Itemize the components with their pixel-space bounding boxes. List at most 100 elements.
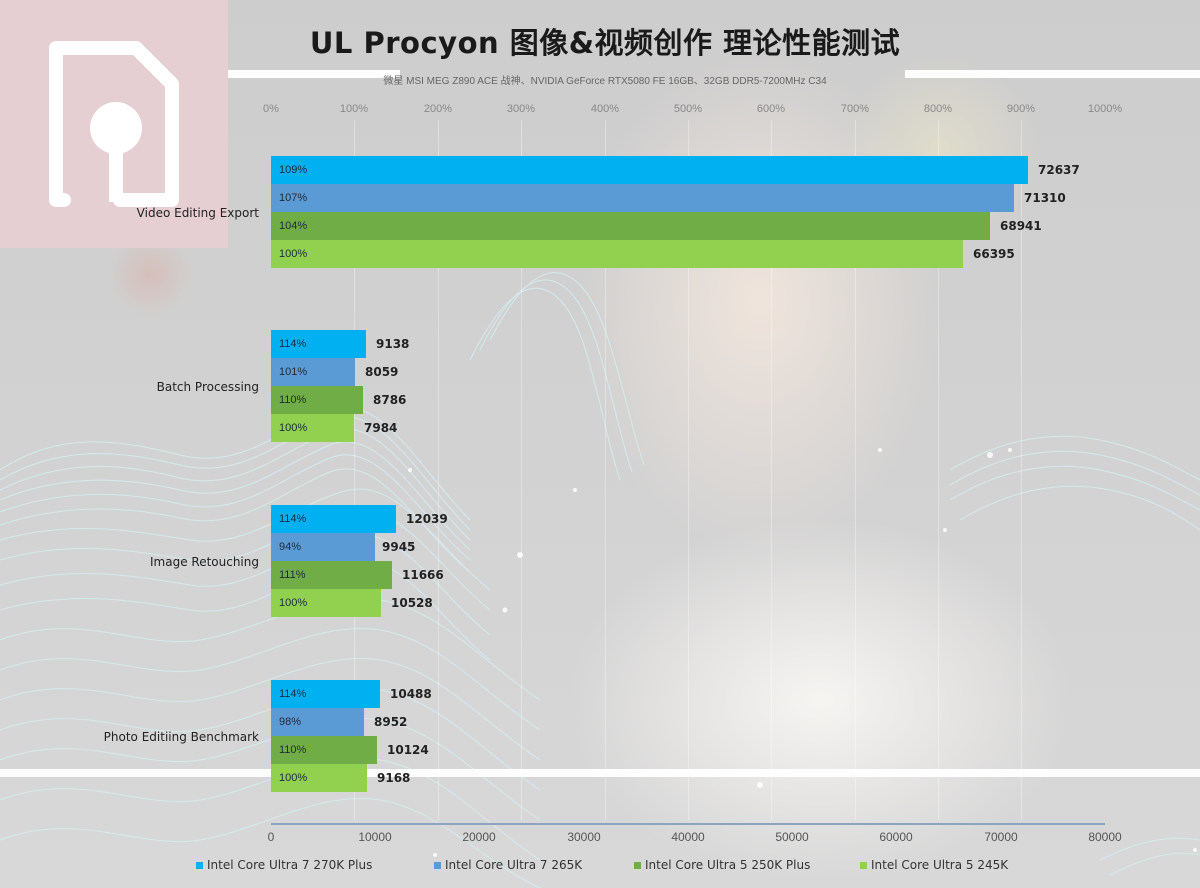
legend-label: Intel Core Ultra 5 250K Plus xyxy=(645,858,811,872)
pct-tick: 0% xyxy=(263,103,279,115)
x-axis-line xyxy=(271,823,1105,825)
file-keyhole-icon xyxy=(49,41,179,207)
logo-badge xyxy=(0,0,228,248)
bar-250k-plus: 110% 8786 xyxy=(271,386,406,414)
gridline xyxy=(938,120,939,820)
bar-265k: 94% 9945 xyxy=(271,533,415,561)
legend-label: Intel Core Ultra 7 270K Plus xyxy=(207,858,373,872)
bar-270k-plus: 114% 9138 xyxy=(271,330,409,358)
bar-value-label: 68941 xyxy=(1000,219,1042,233)
legend-item-250k-plus: Intel Core Ultra 5 250K Plus xyxy=(634,858,860,872)
legend-swatch xyxy=(860,861,867,869)
bar-percent-label: 110% xyxy=(279,744,307,756)
bar-265k: 107% 71310 xyxy=(271,184,1066,212)
bar-percent-label: 100% xyxy=(279,422,308,434)
bar-percent-label: 114% xyxy=(279,338,307,350)
bar-value-label: 72637 xyxy=(1038,163,1080,177)
bar-percent-label: 114% xyxy=(279,688,307,700)
x-tick: 70000 xyxy=(984,830,1018,844)
bar-percent-label: 109% xyxy=(279,164,308,176)
legend-label: Intel Core Ultra 7 265K xyxy=(445,858,583,872)
bar-250k-plus: 111% 11666 xyxy=(271,561,444,589)
legend-swatch xyxy=(434,861,441,869)
pct-tick: 600% xyxy=(756,103,786,115)
gridline xyxy=(1021,120,1022,820)
bar-value-label: 12039 xyxy=(406,512,448,526)
bar-value-label: 10124 xyxy=(387,743,429,757)
bar-percent-label: 110% xyxy=(279,394,307,406)
bar-value-label: 10488 xyxy=(390,687,432,701)
bar-value-label: 8059 xyxy=(365,365,399,379)
x-tick: 40000 xyxy=(671,830,705,844)
bar-value-label: 7984 xyxy=(364,421,398,435)
gridline xyxy=(855,120,856,820)
x-tick: 10000 xyxy=(358,830,392,844)
bar-250k-plus: 104% 68941 xyxy=(271,212,1042,240)
chart-legend: Intel Core Ultra 7 270K Plus Intel Core … xyxy=(196,858,1008,872)
x-tick: 80000 xyxy=(1088,830,1122,844)
gridline xyxy=(438,120,439,820)
pct-tick: 700% xyxy=(840,103,870,115)
gridline xyxy=(771,120,772,820)
bar-percent-label: 101% xyxy=(279,366,308,378)
pct-tick: 300% xyxy=(506,103,536,115)
category-label: Video Editing Export xyxy=(136,206,259,220)
chart-subtitle: 微星 MSI MEG Z890 ACE 战神、NVIDIA GeForce RT… xyxy=(383,76,827,87)
legend-swatch xyxy=(196,861,203,869)
bar-270k-plus: 114% 10488 xyxy=(271,680,432,708)
gridline xyxy=(354,120,355,820)
bar-percent-label: 100% xyxy=(279,248,308,260)
bar-value-label: 9945 xyxy=(382,540,416,554)
pct-tick: 200% xyxy=(423,103,453,115)
decorative-stripe-top xyxy=(228,70,400,78)
decorative-stripe-bottom-right xyxy=(366,769,1200,777)
bar-270k-plus: 109% 72637 xyxy=(271,156,1080,184)
bar-value-label: 66395 xyxy=(973,247,1015,261)
pct-tick: 400% xyxy=(590,103,620,115)
legend-label: Intel Core Ultra 5 245K xyxy=(871,858,1009,872)
bar-270k-plus: 114% 12039 xyxy=(271,505,448,533)
bar-value-label: 8786 xyxy=(373,393,407,407)
bar-245k: 100% 10528 xyxy=(271,589,433,617)
category-label: Image Retouching xyxy=(150,555,259,569)
decorative-stripe-top-right xyxy=(905,70,1200,78)
x-tick: 20000 xyxy=(462,830,496,844)
bar-percent-label: 94% xyxy=(279,541,302,553)
bar-245k: 100% 66395 xyxy=(271,240,1015,268)
bar-250k-plus: 110% 10124 xyxy=(271,736,429,764)
bar-value-label: 9138 xyxy=(376,337,410,351)
chart-title: UL Procyon 图像&视频创作 理论性能测试 xyxy=(309,26,901,60)
bar-percent-label: 100% xyxy=(279,597,308,609)
bar-value-label: 71310 xyxy=(1024,191,1066,205)
bar-value-label: 10528 xyxy=(391,596,433,610)
bar-percent-label: 107% xyxy=(279,192,308,204)
x-tick: 30000 xyxy=(567,830,601,844)
bar-value-label: 8952 xyxy=(374,715,408,729)
x-tick: 60000 xyxy=(879,830,913,844)
bar-value-label: 9168 xyxy=(377,771,411,785)
bar-265k: 101% 8059 xyxy=(271,358,398,386)
legend-item-245k: Intel Core Ultra 5 245K xyxy=(860,858,1008,872)
bar-percent-label: 98% xyxy=(279,716,302,728)
pct-tick: 1000% xyxy=(1087,103,1123,115)
x-tick: 50000 xyxy=(775,830,809,844)
legend-item-265k: Intel Core Ultra 7 265K xyxy=(434,858,634,872)
bar-245k: 100% 9168 xyxy=(271,764,410,792)
pct-tick: 500% xyxy=(673,103,703,115)
x-tick: 0 xyxy=(267,830,275,844)
gridline xyxy=(688,120,689,820)
bar-245k: 100% 7984 xyxy=(271,414,397,442)
decorative-stripe-bottom-left xyxy=(0,769,271,777)
category-label: Photo Editiing Benchmark xyxy=(103,730,259,744)
bar-percent-label: 114% xyxy=(279,513,307,525)
gridline xyxy=(605,120,606,820)
pct-tick: 100% xyxy=(339,103,369,115)
bar-percent-label: 104% xyxy=(279,220,308,232)
pct-tick: 900% xyxy=(1006,103,1036,115)
bar-265k: 98% 8952 xyxy=(271,708,407,736)
pct-tick: 800% xyxy=(923,103,953,115)
category-label: Batch Processing xyxy=(156,380,259,394)
bar-percent-label: 111% xyxy=(279,569,306,581)
bar-percent-label: 100% xyxy=(279,772,308,784)
legend-swatch xyxy=(634,861,641,869)
